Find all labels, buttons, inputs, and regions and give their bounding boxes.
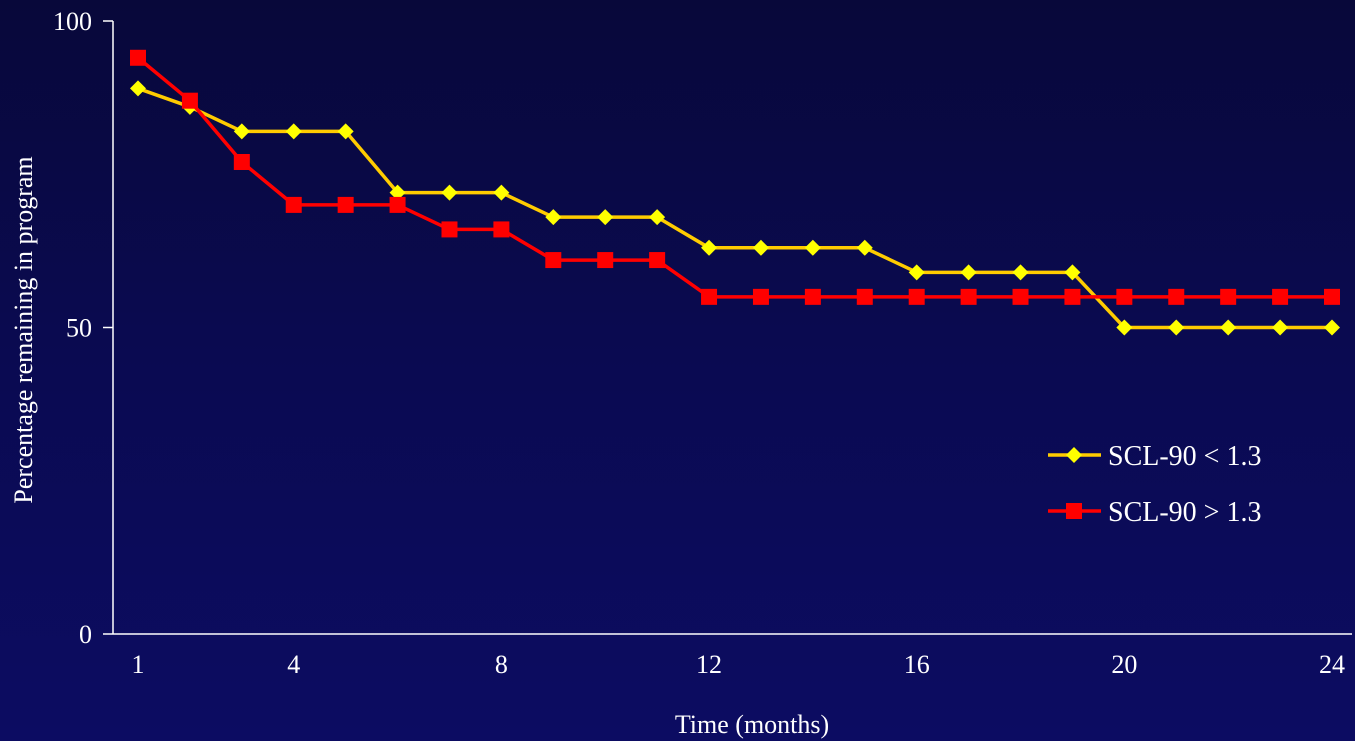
data-point — [649, 209, 666, 226]
data-point — [493, 221, 510, 238]
data-point — [649, 252, 666, 269]
data-point — [1220, 288, 1237, 305]
data-point — [1324, 288, 1340, 305]
y-tick-label: 0 — [79, 620, 92, 649]
series-1 — [130, 80, 1340, 336]
x-tick-label: 16 — [904, 650, 930, 679]
data-point — [1168, 288, 1185, 305]
data-point — [856, 288, 873, 305]
y-tick-label: 50 — [66, 314, 92, 343]
data-point — [1168, 319, 1185, 336]
data-point — [545, 252, 562, 269]
data-point — [1064, 264, 1081, 281]
x-tick-label: 1 — [132, 650, 145, 679]
data-point — [545, 209, 562, 226]
data-point — [130, 49, 146, 66]
data-point — [960, 288, 977, 305]
y-axis-title: Percentage remaining in program — [9, 156, 38, 503]
legend: SCL-90 < 1.3 SCL-90 > 1.3 — [1048, 441, 1261, 528]
data-point — [337, 123, 354, 140]
data-point — [285, 196, 302, 213]
data-point — [908, 288, 925, 305]
data-point — [181, 92, 198, 109]
data-point — [233, 123, 250, 140]
legend-item: SCL-90 < 1.3 — [1048, 441, 1261, 472]
legend-label: SCL-90 < 1.3 — [1108, 441, 1261, 472]
x-tick-label: 12 — [696, 650, 722, 679]
data-point — [804, 288, 821, 305]
x-tick-label: 4 — [287, 650, 300, 679]
data-point — [908, 264, 925, 281]
data-point — [701, 239, 718, 256]
data-point — [441, 184, 458, 201]
data-point — [233, 153, 250, 170]
data-point — [1272, 319, 1289, 336]
data-point — [597, 252, 614, 269]
data-point — [856, 239, 873, 256]
data-point — [389, 184, 406, 201]
data-point — [493, 184, 510, 201]
data-point — [337, 196, 354, 213]
series-2 — [130, 49, 1340, 305]
series-line — [137, 86, 1332, 330]
x-tick-label: 8 — [495, 650, 508, 679]
x-tick-label: 24 — [1319, 650, 1345, 679]
data-point — [752, 239, 769, 256]
data-point — [1272, 288, 1289, 305]
data-point — [1116, 319, 1133, 336]
x-axis-title: Time (months) — [675, 710, 829, 739]
data-point — [1012, 264, 1029, 281]
data-point — [441, 221, 458, 238]
data-point — [701, 288, 718, 305]
series-line — [136, 56, 1332, 299]
y-axis-title-group: Percentage remaining in program — [9, 156, 38, 503]
data-point — [752, 288, 769, 305]
legend-marker — [1066, 447, 1082, 463]
data-point — [1324, 319, 1340, 336]
data-point — [1012, 288, 1029, 305]
data-point — [389, 196, 406, 213]
x-tick-label: 20 — [1111, 650, 1137, 679]
series-layer — [130, 49, 1340, 336]
legend-marker — [1066, 503, 1082, 519]
data-point — [804, 239, 821, 256]
data-point — [960, 264, 977, 281]
data-point — [1116, 288, 1133, 305]
axes: 0 50 100 1 4 8 12 16 20 24 — [53, 7, 1352, 679]
legend-item: SCL-90 > 1.3 — [1048, 497, 1261, 528]
data-point — [285, 123, 302, 140]
legend-label: SCL-90 > 1.3 — [1108, 497, 1261, 528]
data-point — [1064, 288, 1081, 305]
data-point — [1220, 319, 1237, 336]
y-tick-label: 100 — [53, 7, 92, 36]
data-point — [597, 209, 614, 226]
data-point — [130, 80, 146, 97]
